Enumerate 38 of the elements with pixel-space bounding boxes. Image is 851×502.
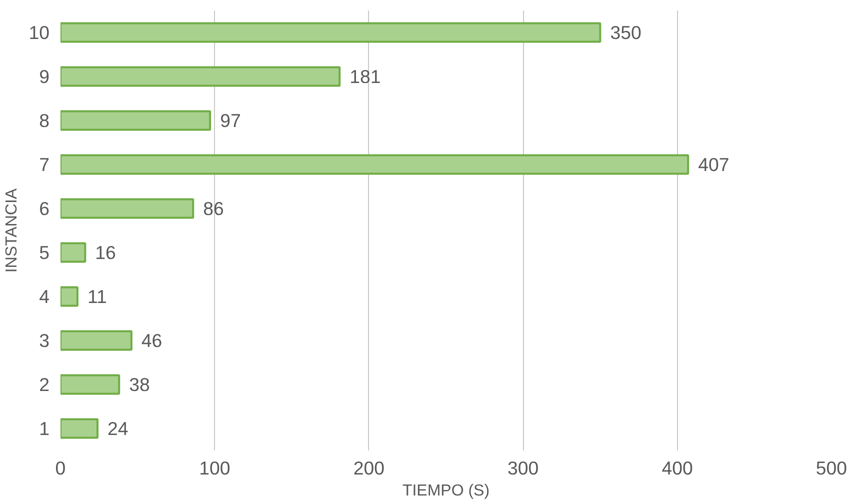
bar [60,242,86,263]
bar [60,330,132,351]
data-label: 350 [610,22,642,43]
y-tick-label: 5 [39,242,50,263]
data-label: 181 [350,66,381,87]
bar [60,110,212,131]
y-tick-label: 8 [39,110,50,131]
y-tick-label: 7 [39,154,50,175]
bar [60,418,99,439]
y-tick-label: 10 [28,22,50,43]
y-tick-label: 3 [39,330,50,351]
x-tick-label: 0 [55,458,66,478]
bar [60,154,690,175]
x-tick-label: 300 [508,458,539,478]
x-axis-title: TIEMPO (S) [402,482,490,500]
bar [60,286,78,307]
data-label: 46 [141,330,162,351]
x-tick-label: 400 [662,458,693,478]
bar [60,66,341,87]
y-tick-label: 1 [39,418,50,439]
y-tick-label: 2 [39,374,50,395]
data-label: 24 [108,418,128,439]
bar [60,198,194,219]
x-tick-label: 500 [816,458,848,478]
y-tick-label: 9 [39,66,50,87]
x-tick-label: 200 [353,458,384,478]
x-tick-label: 100 [199,458,230,478]
data-label: 407 [698,154,730,175]
data-label: 11 [87,286,107,307]
data-label: 97 [220,110,241,131]
y-axis-title: INSTANCIA [4,188,21,273]
data-label: 38 [129,374,150,395]
data-label: 16 [95,242,116,263]
y-tick-label: 6 [39,198,50,219]
data-label: 86 [203,198,224,219]
bar [60,374,120,395]
bar [60,22,602,43]
y-tick-label: 4 [39,286,50,307]
